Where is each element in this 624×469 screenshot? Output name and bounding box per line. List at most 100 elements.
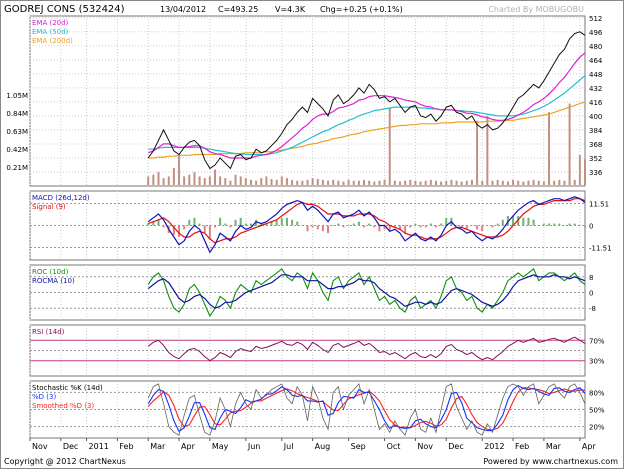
k-line [147, 383, 586, 436]
macd-histogram-bar [404, 225, 407, 234]
volume-bar [157, 172, 160, 185]
macd-histogram-bar [522, 217, 525, 226]
volume-bar [347, 179, 350, 185]
macd-histogram-bar [383, 225, 386, 230]
macd-histogram-bar [440, 223, 443, 226]
x-axis-label: Dec [63, 442, 78, 451]
volume-bar [301, 180, 304, 185]
volume-bar [352, 180, 355, 185]
macd-histogram-bar [506, 215, 509, 226]
macd-histogram-bar [527, 217, 530, 226]
macd-histogram-bar [419, 225, 422, 228]
price-panel [29, 15, 586, 187]
macd-histogram-bar [321, 225, 324, 232]
volume-y-tick: 0.63M [6, 128, 28, 136]
macd-histogram-bar [244, 223, 247, 226]
volume-bar [419, 181, 422, 185]
volume-bar [532, 179, 535, 185]
volume-y-tick: 0.21M [6, 164, 28, 172]
roc-y-tick: -8 [589, 305, 596, 313]
rsi-y-tick: 70% [589, 337, 605, 345]
volume-bar [152, 174, 155, 185]
x-axis-label: Mar [150, 442, 166, 451]
volume-bar [501, 180, 504, 185]
macd-histogram-bar [342, 225, 345, 228]
volume-bar [219, 176, 222, 185]
macd-histogram-bar [224, 223, 227, 226]
volume-bar [208, 176, 211, 185]
volume-bar [198, 176, 201, 185]
x-axis-label: Feb [515, 442, 529, 451]
macd-histogram-bar [178, 225, 181, 237]
macd-histogram-bar [229, 225, 232, 228]
macd-histogram-bar [434, 225, 437, 228]
macd-histogram-bar [558, 223, 561, 226]
macd-histogram-bar [214, 225, 216, 228]
macd-histogram-bar [260, 223, 263, 226]
volume-bar [563, 180, 566, 185]
volume-bar [404, 180, 407, 185]
volume-bar [553, 180, 556, 185]
macd-histogram-bar [337, 223, 340, 226]
price-y-tick: 384 [589, 127, 603, 135]
macd-legend-1: Signal (9) [32, 203, 66, 211]
volume-bar [357, 180, 360, 185]
x-axis-label: Mar [546, 442, 562, 451]
macd-histogram-bar [249, 223, 252, 226]
rsi-legend-0: RSI (14d) [32, 328, 65, 336]
macd-histogram-bar [296, 221, 299, 226]
charted-by-label: Charted By MOBUGOBU [488, 5, 584, 14]
rocma-line [147, 274, 586, 309]
macd-histogram-bar [532, 219, 535, 226]
volume-bar [522, 181, 525, 185]
volume-bar [414, 180, 417, 185]
macd-histogram-bar [578, 225, 581, 226]
volume-bar [517, 180, 520, 185]
macd-histogram-bar [573, 223, 576, 226]
volume-bar [368, 180, 371, 185]
macd-histogram-bar [239, 217, 242, 226]
powered-by-label: Powered by www.chartnexus.com [483, 457, 618, 466]
roc-legend-0: ROC (10d) [32, 268, 69, 276]
volume-bar [363, 179, 366, 185]
volume-bar [584, 159, 586, 185]
price-y-tick: 496 [589, 29, 603, 37]
macd-histogram-bar [399, 225, 401, 230]
macd-histogram-bar [409, 225, 412, 228]
volume-bar [188, 174, 191, 185]
volume-bar [193, 172, 196, 185]
macd-histogram-bar [584, 225, 586, 228]
price-y-tick: 400 [589, 113, 602, 121]
volume-bar [537, 180, 540, 185]
macd-histogram-bar [152, 221, 155, 226]
stochastic-y-tick: 20% [589, 424, 605, 432]
volume-bar [316, 179, 319, 185]
volume-bar [291, 179, 294, 185]
volume-bar [470, 179, 473, 185]
volume-bar [183, 176, 186, 185]
volume-bar [337, 180, 340, 185]
volume-bar [285, 178, 288, 185]
macd-histogram-bar [470, 225, 473, 226]
stochastic-legend-0: Stochastic %K (14d) [32, 384, 103, 392]
d-line [147, 384, 586, 433]
volume-bar [424, 180, 427, 185]
x-axis-label: Nov [32, 442, 48, 451]
volume-bar [481, 180, 484, 185]
macd-histogram-bar [172, 225, 175, 236]
rsi-y-tick: 30% [589, 358, 605, 366]
x-axis-label: Apr [582, 442, 597, 451]
macd-histogram-bar [352, 223, 355, 226]
roc-legend-1: ROCMA (10) [32, 277, 75, 285]
macd-histogram-bar [414, 223, 417, 226]
macd-histogram-bar [255, 219, 258, 226]
macd-histogram-bar [198, 223, 201, 226]
x-axis-label: Sep [351, 442, 366, 451]
macd-histogram-bar [306, 225, 309, 232]
volume-bar [296, 180, 299, 185]
volume-y-tick: 1.05M [6, 92, 28, 100]
volume-bar [244, 178, 247, 185]
volume-bar [378, 180, 381, 185]
volume-bar [162, 178, 165, 185]
